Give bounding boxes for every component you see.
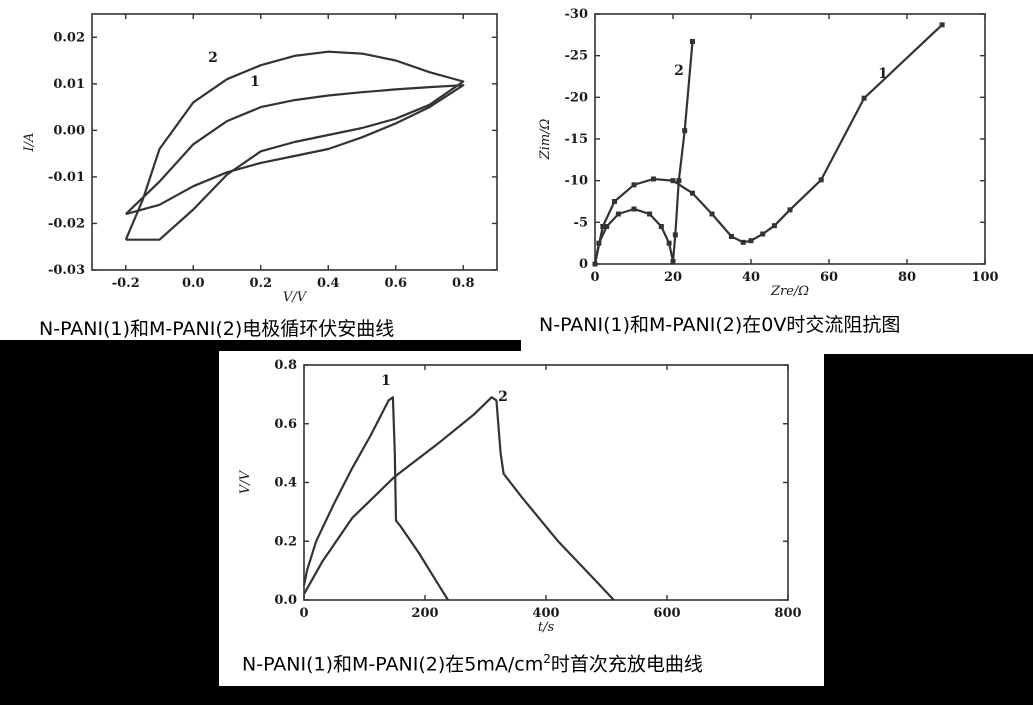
y-tick-label: -30 [565, 7, 589, 22]
x-tick-label: 400 [532, 606, 559, 621]
cv-chart: -0.2 0.0 0.2 0.4 0.6 0.8 -0.03 -0.02 -0.01 0.00 0.… [22, 13, 498, 305]
x-axis-label: Zre/Ω [770, 284, 809, 299]
x-tick-label: 40 [742, 270, 760, 285]
curve-label-1: 1 [250, 74, 260, 90]
series-point-1 [670, 178, 676, 184]
series-point-1 [651, 176, 656, 182]
series-line-2 [124, 50, 465, 241]
series-point-2 [672, 232, 678, 238]
x-tick-label: 80 [898, 270, 916, 285]
series-point-2 [592, 261, 598, 267]
x-axis-label: V/V [283, 290, 308, 305]
series-point-1 [690, 190, 695, 196]
x-tick-label: 20 [664, 270, 682, 285]
series-point-2 [666, 240, 672, 246]
y-tick-label: -5 [574, 215, 588, 230]
cv-caption: N-PANI(1)和M-PANI(2)电极循环伏安曲线 [39, 318, 395, 340]
y-tick-label: 0.00 [53, 123, 85, 138]
y-tick-label: 0.02 [53, 30, 85, 45]
x-tick-label: 0.0 [182, 276, 205, 291]
x-tick-label: 0.8 [452, 276, 475, 291]
series-point-1 [748, 238, 754, 244]
series-point-1 [740, 239, 746, 245]
series-point-1 [818, 177, 824, 183]
eis-caption: N-PANI(1)和M-PANI(2)在0V时交流阻抗图 [539, 314, 901, 336]
y-tick-label: -0.01 [48, 170, 85, 185]
y-tick-label: -0.03 [48, 263, 85, 278]
plot-frame [303, 364, 789, 601]
series-point-1 [771, 223, 777, 229]
y-tick-label: 0.8 [274, 358, 297, 373]
curve-label-1: 1 [878, 66, 888, 82]
x-tick-label: 200 [411, 606, 438, 621]
series-point-1 [709, 211, 715, 217]
series-point-2 [670, 259, 676, 264]
gcd-caption-post: 时首次充放电曲线 [550, 653, 703, 676]
x-tick-label: 0 [590, 270, 599, 285]
y-axis-label: I/A [22, 133, 37, 153]
y-tick-label: -0.02 [48, 216, 85, 231]
series-point-1 [600, 224, 606, 229]
gcd-caption-pre: N-PANI(1)和M-PANI(2)在5mA/cm [242, 653, 544, 676]
x-tick-label: 0.2 [249, 276, 272, 291]
gcd-chart-panel: 0 200 400 600 800 0.0 0.2 0.4 0.6 0.8 t/s V/V 1 2 N-P… [219, 351, 824, 686]
x-axis-label: t/s [538, 620, 555, 635]
y-tick-label: 0.2 [274, 534, 297, 549]
gcd-caption: N-PANI(1)和M-PANI(2)在5mA/cm2时首次充放电曲线 [242, 648, 703, 675]
series-point-1 [787, 207, 793, 213]
y-tick-label: 0.01 [53, 77, 85, 92]
x-tick-label: 60 [820, 270, 838, 285]
gcd-caption-sup: 2 [543, 652, 551, 666]
series-point-2 [647, 211, 653, 217]
series-point-2 [596, 240, 602, 246]
x-tick-label: -0.2 [112, 276, 140, 291]
series-point-1 [612, 199, 617, 204]
eis-chart: 0 20 40 60 80 100 0 -5 -10 -15 -20 -25 -30 Zre/Ω Zim/Ω… [538, 7, 999, 299]
series-point-1 [939, 22, 945, 28]
series-point-1 [861, 95, 867, 101]
y-tick-label: 0 [579, 257, 588, 272]
curve-label-2: 2 [498, 389, 508, 405]
x-tick-label: 800 [774, 606, 801, 621]
x-tick-label: 0 [299, 606, 308, 621]
curve-label-2: 2 [208, 50, 218, 66]
x-tick-label: 0.4 [317, 276, 340, 291]
y-axis-label: Zim/Ω [538, 118, 553, 160]
curve-label-1: 1 [381, 373, 391, 389]
series-point-2 [690, 39, 695, 44]
series-point-2 [604, 224, 610, 229]
series-point-2 [631, 206, 637, 212]
y-tick-label: -20 [565, 90, 589, 105]
x-tick-label: 600 [653, 606, 680, 621]
y-axis-label: V/V [238, 469, 253, 494]
series-point-1 [729, 234, 734, 239]
y-tick-label: -15 [565, 132, 589, 147]
series-line-2 [303, 396, 615, 601]
y-tick-label: 0.6 [274, 417, 297, 432]
eis-chart-panel: 0 20 40 60 80 100 0 -5 -10 -15 -20 -25 -30 Zre/Ω Zim/Ω… [521, 0, 1033, 354]
series-line-1 [302, 396, 449, 601]
series-point-1 [631, 182, 637, 188]
x-tick-label: 100 [971, 270, 998, 285]
y-tick-label: 0.4 [274, 476, 297, 491]
series-point-2 [658, 224, 664, 229]
series-line-1 [593, 23, 943, 265]
plot-frame [594, 13, 986, 265]
plot-frame [91, 13, 498, 271]
y-tick-label: -25 [565, 49, 589, 64]
cv-chart-panel: -0.2 0.0 0.2 0.4 0.6 0.8 -0.03 -0.02 -0.01 0.00 0.… [0, 0, 528, 340]
series-point-2 [615, 211, 621, 217]
gcd-chart: 0 200 400 600 800 0.0 0.2 0.4 0.6 0.8 t/s V/V 1 2 [238, 358, 802, 635]
x-tick-label: 0.6 [384, 276, 407, 291]
y-tick-label: -10 [565, 174, 589, 189]
y-tick-label: 0.0 [274, 593, 297, 608]
series-point-2 [682, 128, 688, 134]
series-point-1 [760, 231, 766, 237]
series-line-1 [125, 84, 465, 216]
curve-label-2: 2 [674, 63, 684, 79]
series-point-2 [676, 178, 682, 184]
